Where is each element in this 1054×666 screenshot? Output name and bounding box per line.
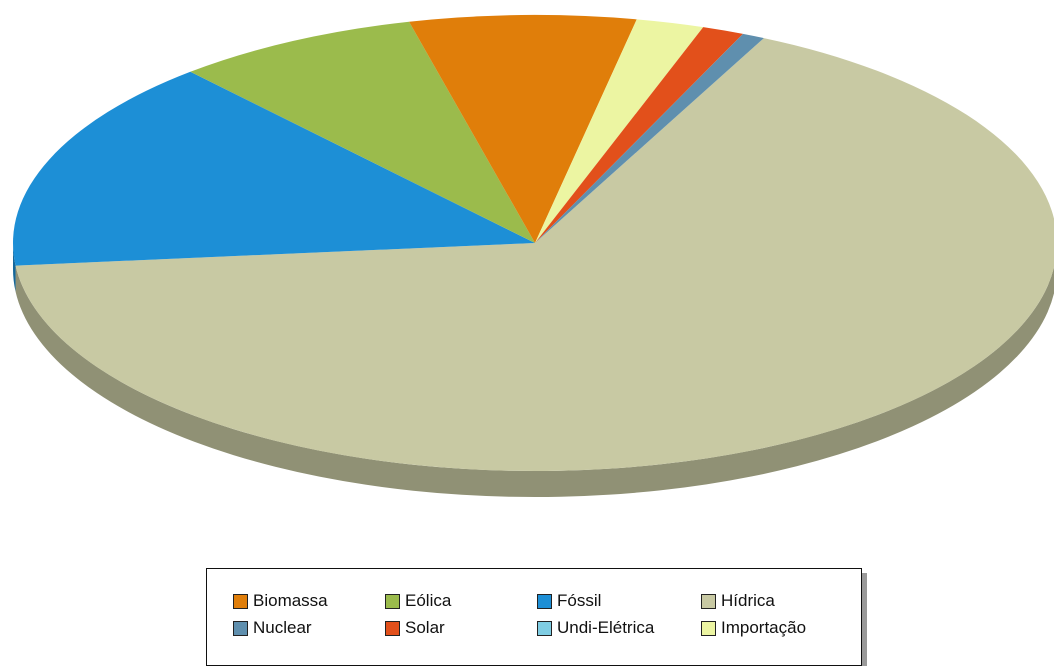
legend-label: Hídrica [721,591,775,610]
pie-slice-solar [535,27,743,243]
legend-item-importacao: Importação [701,618,851,638]
legend-label: Eólica [405,591,452,610]
legend-swatch-eolica [385,593,400,609]
legend-swatch-fossil [537,593,552,609]
pie-slices [12,14,1054,471]
legend-item-eolica: Eólica [385,591,537,611]
pie-sides [13,243,1054,497]
legend-item-nuclear: Nuclear [233,618,385,638]
legend-item-undi-eletrica: Undi-Elétrica [537,618,701,638]
legend-swatch-importacao [701,620,716,636]
pie-chart [12,14,1054,497]
pie-slice-nuclear [535,33,764,243]
legend-swatch-solar [385,620,400,636]
pie-slice-importacao [535,19,704,243]
legend: Biomassa Eólica Fóssil Hídrica Nuclear S… [206,568,862,666]
pie-side-fossil [13,243,16,292]
legend-item-solar: Solar [385,618,537,638]
legend-label: Biomassa [253,591,328,610]
legend-swatch-biomassa [233,593,248,609]
legend-swatch-undi-eletrica [537,620,552,636]
legend-item-hidrica: Hídrica [701,591,851,611]
pie-slice-hidrica [15,38,1054,471]
legend-label: Solar [405,618,445,637]
legend-label: Importação [721,618,807,637]
legend-label: Undi-Elétrica [557,618,655,637]
pie-slice-fossil [12,71,535,266]
pie-slice-eolica [190,21,535,244]
legend-swatch-nuclear [233,620,248,636]
legend-label: Nuclear [253,618,312,637]
legend-item-fossil: Fóssil [537,591,701,611]
legend-swatch-hidrica [701,593,716,609]
legend-label: Fóssil [557,591,602,610]
pie-slice-biomassa [409,14,637,243]
legend-item-biomassa: Biomassa [233,591,385,611]
